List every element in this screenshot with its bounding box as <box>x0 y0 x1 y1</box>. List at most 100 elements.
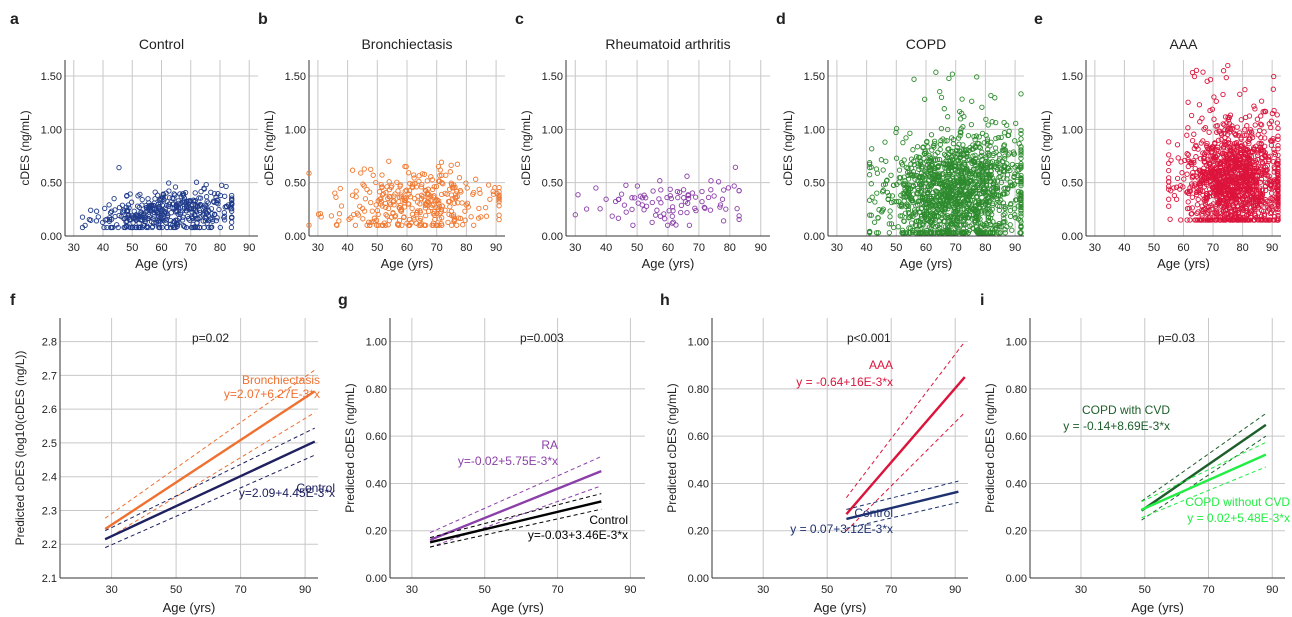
scatter-point <box>1255 147 1261 154</box>
scatter-point <box>1269 196 1275 202</box>
scatter-point <box>917 154 923 161</box>
scatter-point <box>989 119 995 125</box>
scatter-point <box>1168 157 1174 163</box>
scatter-point <box>487 196 493 202</box>
scatter-point <box>1262 183 1269 189</box>
y-tick-label: 1.00 <box>688 337 709 349</box>
scatter-point <box>963 192 969 198</box>
scatter-point <box>936 156 943 163</box>
scatter-point <box>202 218 209 224</box>
scatter-point <box>961 147 967 153</box>
scatter-point <box>931 167 937 174</box>
scatter-point <box>174 203 180 210</box>
scatter-point <box>107 210 114 216</box>
x-tick-label: 50 <box>890 242 902 254</box>
scatter-point <box>990 219 996 225</box>
x-tick-label: 50 <box>1148 242 1160 254</box>
scatter-point <box>444 191 450 197</box>
x-tick-label: 90 <box>299 584 311 596</box>
scatter-point <box>925 183 932 190</box>
y-tick-label: 0.40 <box>366 478 387 490</box>
scatter-point <box>913 209 919 215</box>
scatter-point <box>451 185 457 191</box>
scatter-point <box>1233 165 1239 171</box>
scatter-point <box>192 190 198 196</box>
scatter-point <box>1237 91 1243 97</box>
scatter-point <box>181 198 187 204</box>
scatter-point <box>997 230 1003 236</box>
scatter-point <box>496 195 502 201</box>
scatter-point <box>984 171 990 177</box>
scatter-point <box>1255 163 1261 169</box>
scatter-point <box>1001 119 1007 126</box>
scatter-point <box>147 206 154 213</box>
scatter-point <box>921 196 927 202</box>
scatter-point <box>956 160 963 166</box>
scatter-point <box>174 221 181 228</box>
scatter-point <box>957 129 963 135</box>
scatter-point <box>1266 206 1272 212</box>
scatter-point <box>993 135 999 142</box>
p-value: p=0.003 <box>520 331 564 345</box>
scatter-point <box>379 184 385 191</box>
y-tick-label: 1.00 <box>1062 124 1083 136</box>
scatter-point <box>927 154 933 160</box>
scatter-point <box>1222 203 1228 209</box>
scatter-point <box>188 206 194 212</box>
scatter-point <box>337 185 343 192</box>
ci-lower-line <box>429 485 602 548</box>
scatter-point <box>866 159 873 166</box>
scatter-point <box>650 188 656 194</box>
scatter-point <box>910 173 917 179</box>
scatter-point <box>163 190 169 196</box>
x-tick-label: 70 <box>693 242 705 254</box>
y-tick-label: 0.00 <box>41 231 62 243</box>
x-tick-label: 30 <box>757 584 769 596</box>
scatter-point <box>684 209 690 216</box>
scatter-point <box>172 192 178 198</box>
scatter-point <box>133 217 139 223</box>
scatter-point <box>1272 151 1279 158</box>
scatter-point <box>1201 126 1207 132</box>
scatter-point <box>927 207 933 213</box>
scatter-point <box>1205 209 1211 215</box>
x-tick-label: 70 <box>551 584 563 596</box>
scatter-point <box>439 203 445 209</box>
scatter-point <box>925 189 931 195</box>
scatter-point <box>1202 124 1209 131</box>
scatter-point <box>878 157 885 163</box>
y-axis-label: Predicted cDES (ng/mL) <box>983 383 997 512</box>
scatter-point <box>1219 190 1225 197</box>
x-tick-label: 70 <box>431 242 443 254</box>
scatter-point <box>1263 201 1269 207</box>
scatter-point <box>1258 113 1264 119</box>
scatter-point <box>146 200 152 206</box>
scatter-point <box>928 170 934 176</box>
scatter-point <box>964 151 970 158</box>
series-name: RA <box>541 438 558 452</box>
scatter-point <box>668 195 674 202</box>
scatter-point <box>685 195 692 202</box>
scatter-point <box>451 200 457 206</box>
scatter-point <box>211 212 218 218</box>
ci-lower-line <box>846 501 959 529</box>
scatter-point <box>1256 140 1262 147</box>
scatter-point <box>1220 68 1227 74</box>
scatter-point <box>1252 106 1258 112</box>
scatter-point <box>1224 214 1230 220</box>
scatter-point <box>593 185 599 191</box>
scatter-point <box>1251 103 1257 109</box>
panel-label: b <box>258 11 268 28</box>
scatter-point <box>159 202 165 208</box>
scatter-point <box>205 207 212 214</box>
scatter-point <box>1214 123 1221 129</box>
scatter-point <box>1242 127 1248 133</box>
scatter-point <box>1217 198 1223 204</box>
scatter-point <box>386 158 392 164</box>
scatter-point <box>615 196 622 203</box>
scatter-point <box>887 208 893 214</box>
scatter-point <box>438 159 445 165</box>
scatter-point <box>975 209 981 216</box>
scatter-point <box>1224 160 1230 166</box>
scatter-point <box>418 222 424 228</box>
